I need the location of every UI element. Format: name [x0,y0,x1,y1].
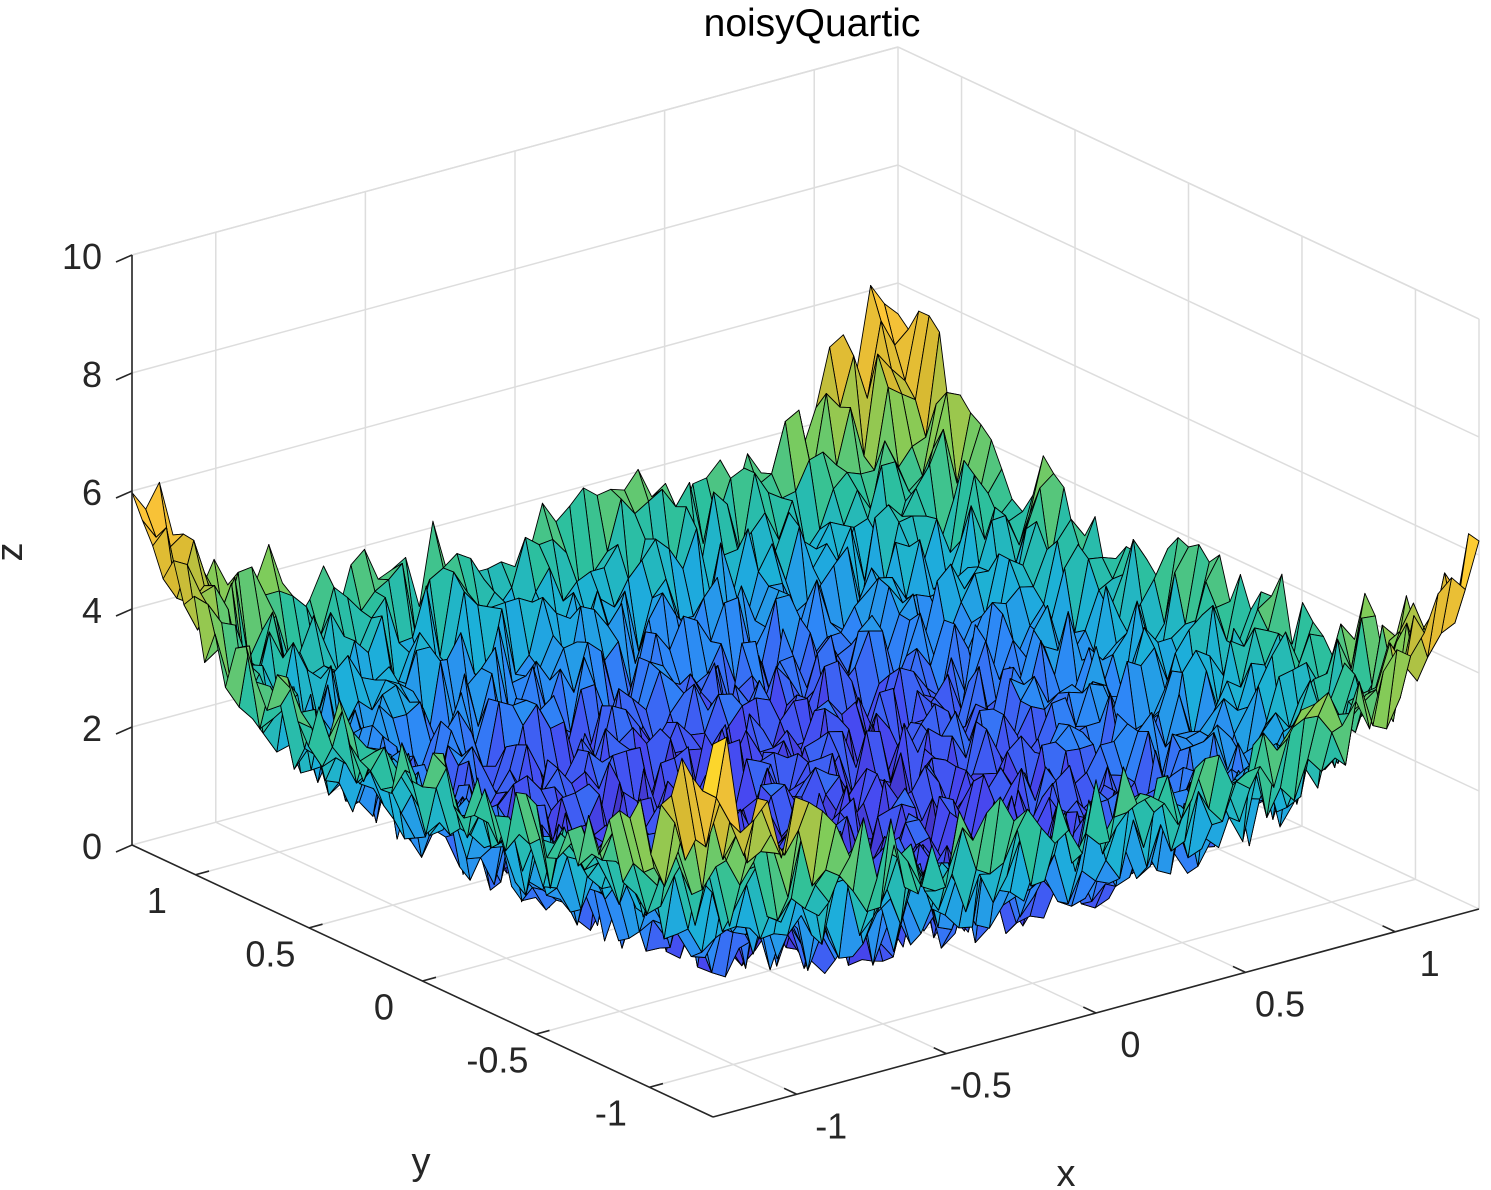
x-tick-label: 0 [1120,1024,1140,1065]
z-tick-label: 8 [82,354,102,395]
x-tick-mark [1232,965,1246,974]
x-tick-mark [783,1087,798,1095]
grid-line-z [131,282,899,492]
y-tick-mark [649,1082,664,1089]
z-tick-mark [115,372,133,381]
z-tick-mark [115,254,133,263]
grid-line-y [649,878,1416,1088]
y-tick-label: 0.5 [245,933,295,974]
z-tick-label: 6 [82,472,102,513]
z-tick-mark [115,608,133,617]
y-tick-label: -0.5 [466,1040,528,1081]
x-tick-label: -0.5 [950,1065,1012,1106]
grid-line-z [897,164,1480,438]
z-tick-mark [115,844,133,853]
grid-line-z [131,164,899,374]
x-tick-mark [933,1046,947,1055]
z-tick-mark [115,490,133,499]
z-tick-label: 2 [82,708,102,749]
y-tick-label: 0 [374,986,394,1027]
pane-edge [897,46,1480,320]
y-axis-label: y [412,1141,431,1183]
z-tick-label: 10 [62,236,102,277]
z-axis-label: z [0,543,31,562]
chart-title: noisyQuartic [704,2,921,45]
x-tick-label: 0.5 [1255,983,1305,1024]
axis-lines [115,254,1480,1118]
surface-cell [702,736,728,799]
surface-mesh [131,284,1480,978]
y-tick-mark [535,1029,550,1035]
pane-edge [131,46,899,256]
z-tick-mark [115,726,133,735]
y-tick-mark [422,976,437,982]
x-tick-label: 1 [1420,943,1440,984]
y-tick-label: -1 [595,1093,627,1134]
x-tick-label: -1 [815,1105,847,1146]
x-tick-mark [1082,1006,1097,1014]
x-tick-mark [1382,925,1396,933]
grid-line-z [897,282,1480,556]
y-tick-mark [308,923,323,929]
y-tick-mark [195,870,210,876]
z-tick-label: 0 [82,826,102,867]
y-tick-label: 1 [147,880,167,921]
x-axis-label: x [1057,1153,1076,1190]
z-tick-label: 4 [82,590,102,631]
